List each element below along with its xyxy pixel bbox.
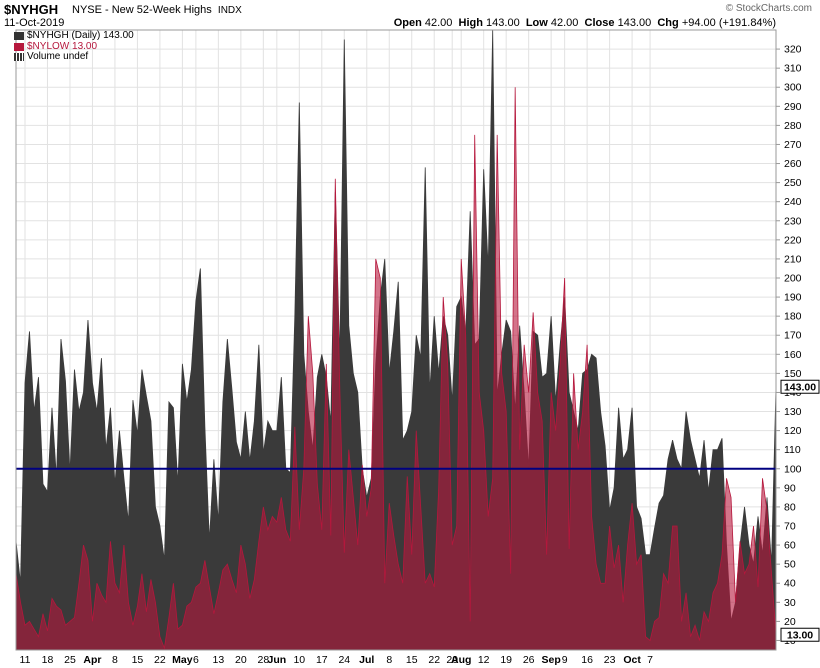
symbol-description: NYSE - New 52-Week Highs INDX: [72, 4, 242, 16]
x-tick-label: May: [172, 654, 193, 666]
y-tick-label: 220: [784, 234, 802, 246]
x-tick-label: 25: [64, 654, 76, 666]
x-tick-label: 15: [132, 654, 144, 666]
y-tick-label: 300: [784, 82, 802, 94]
x-tick-label: 23: [604, 654, 616, 666]
y-tick-label: 90: [784, 482, 796, 494]
y-tick-label: 130: [784, 406, 802, 418]
high-label: High: [458, 17, 483, 29]
y-tick-label: 50: [784, 559, 796, 571]
x-tick-label: 28: [257, 654, 269, 666]
legend-swatch-highs: [14, 32, 24, 41]
x-tick-label: 8: [112, 654, 118, 666]
y-tick-label: 80: [784, 501, 796, 513]
y-tick-label: 70: [784, 521, 796, 533]
y-tick-label: 150: [784, 368, 802, 380]
y-tick-label: 250: [784, 177, 802, 189]
ohlc-readout: Open 42.00 High 143.00 Low 42.00 Close 1…: [394, 17, 776, 29]
y-tick-label: 320: [784, 44, 802, 56]
x-tick-label: 26: [523, 654, 535, 666]
open-label: Open: [393, 17, 422, 29]
low-value: 42.00: [550, 17, 579, 29]
y-tick-label: 170: [784, 330, 802, 342]
chg-label: Chg: [657, 17, 679, 29]
high-value: 143.00: [486, 17, 520, 29]
y-tick-label: 120: [784, 425, 802, 437]
y-tick-label: 280: [784, 120, 802, 132]
chg-value: +94.00 (+191.84%): [681, 17, 776, 29]
legend-label-highs: $NYHGH (Daily) 143.00: [27, 30, 134, 41]
x-tick-label: 7: [647, 654, 653, 666]
plot-frame: [15, 29, 777, 651]
description-text: NYSE - New 52-Week Highs: [72, 4, 212, 16]
open-value: 42.00: [424, 17, 453, 29]
current-value-lows: 13.00: [787, 630, 813, 642]
current-value-highs-box: [780, 379, 820, 394]
x-tick-label: 12: [478, 654, 490, 666]
chart-legend: $NYHGH (Daily) 143.00 $NYLOW 13.00 Volum…: [14, 30, 134, 63]
x-tick-label: 20: [235, 654, 247, 666]
legend-item-volume: Volume undef: [14, 51, 134, 63]
x-tick-label: 8: [386, 654, 392, 666]
chart-header: $NYHGH NYSE - New 52-Week Highs INDX 11-…: [0, 0, 820, 32]
x-tick-label: 24: [338, 654, 350, 666]
legend-label-lows: $NYLOW 13.00: [27, 40, 98, 52]
exchange-text: INDX: [217, 5, 242, 16]
current-value-highs: 143.00: [784, 382, 816, 394]
x-tick-label: 22: [428, 654, 440, 666]
x-tick-label: Aug: [451, 654, 471, 666]
y-tick-label: 60: [784, 540, 796, 552]
current-value-lows-box: [780, 627, 820, 642]
x-tick-label: Jun: [267, 654, 286, 666]
x-tick-label: 13: [213, 654, 225, 666]
close-label: Close: [584, 17, 615, 29]
y-tick-label: 290: [784, 101, 802, 113]
x-tick-label: Jul: [359, 654, 374, 666]
legend-item-highs: $NYHGH (Daily) 143.00: [14, 30, 134, 42]
legend-swatch-lows: [14, 42, 24, 51]
y-tick-label: 190: [784, 292, 802, 304]
y-tick-label: 310: [784, 63, 802, 75]
y-tick-label: 180: [784, 311, 802, 323]
legend-label-volume: Volume undef: [27, 51, 89, 62]
y-tick-label: 30: [784, 597, 796, 609]
x-tick-label: 6: [193, 654, 199, 666]
y-tick-label: 230: [784, 215, 802, 227]
y-tick-label: 270: [784, 139, 802, 151]
close-value: 143.00: [617, 17, 652, 29]
x-tick-label: Sep: [542, 654, 561, 666]
x-tick-label: 10: [293, 654, 305, 666]
y-tick-label: 240: [784, 196, 802, 208]
x-tick-label: 9: [562, 654, 568, 666]
x-tick-label: 29: [446, 654, 458, 666]
x-tick-label: 16: [581, 654, 593, 666]
y-tick-label: 160: [784, 349, 802, 361]
chart-date: 11-Oct-2019: [4, 17, 65, 29]
y-tick-label: 200: [784, 273, 802, 285]
legend-item-lows: $NYLOW 13.00: [14, 40, 134, 53]
y-tick-label: 40: [784, 578, 796, 590]
low-label: Low: [525, 17, 548, 29]
x-tick-label: Oct: [623, 654, 641, 666]
y-tick-label: 210: [784, 253, 802, 265]
legend-swatch-volume: [14, 53, 24, 62]
x-tick-label: 17: [316, 654, 328, 666]
series-area-nylow: [15, 87, 777, 651]
y-tick-label: 20: [784, 616, 796, 628]
x-tick-label: Apr: [83, 654, 101, 666]
y-tick-label: 100: [784, 463, 802, 475]
source-credit[interactable]: © StockCharts.com: [725, 3, 812, 14]
x-tick-label: 19: [500, 654, 512, 666]
y-tick-label: 260: [784, 158, 802, 170]
x-tick-label: 18: [42, 654, 54, 666]
symbol-title: $NYHGH: [4, 2, 59, 17]
y-tick-label: 110: [784, 444, 801, 456]
x-tick-label: 15: [406, 654, 418, 666]
x-tick-label: 22: [154, 654, 166, 666]
x-tick-label: 11: [20, 654, 31, 666]
